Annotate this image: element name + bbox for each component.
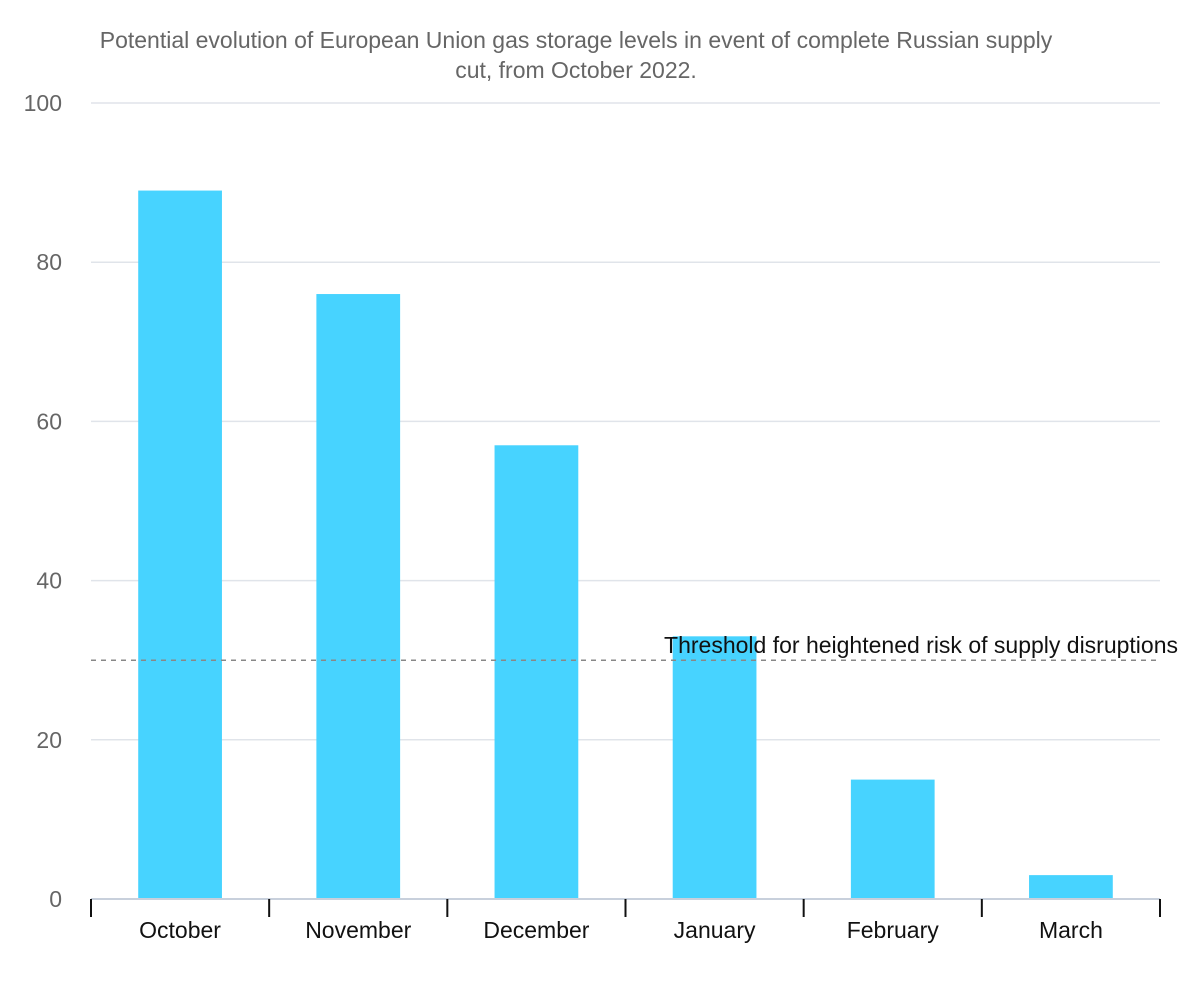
x-axis-ticks: October November December January February Ma… <box>139 917 1103 943</box>
bars <box>138 190 1113 899</box>
x-tick-label-december: December <box>483 917 589 943</box>
bar-october <box>138 190 222 899</box>
x-tick-label-march: March <box>1039 917 1103 943</box>
chart-title-line-1: Potential evolution of European Union ga… <box>100 27 1053 53</box>
bar-december <box>494 445 579 899</box>
gridlines <box>91 102 1160 741</box>
threshold-label: Threshold for heightened risk of supply … <box>664 632 1178 658</box>
y-tick-label: 60 <box>36 408 62 434</box>
y-tick-label: 100 <box>24 90 62 116</box>
x-tick-label-january: January <box>674 917 756 943</box>
y-tick-label: 20 <box>36 727 62 753</box>
x-tick-label-november: November <box>305 917 411 943</box>
chart-title-line-2: cut, from October 2022. <box>455 57 697 83</box>
x-axis <box>90 898 1161 917</box>
bar-january <box>672 636 757 899</box>
x-tick-label-october: October <box>139 917 221 943</box>
y-axis-ticks: 0 20 40 60 80 100 <box>24 90 62 912</box>
y-tick-label: 80 <box>36 249 62 275</box>
y-tick-label: 0 <box>49 886 62 912</box>
y-tick-label: 40 <box>36 568 62 594</box>
bar-november <box>316 294 401 899</box>
x-tick-label-february: February <box>847 917 940 943</box>
bar-february <box>850 779 935 899</box>
bar-march <box>1029 875 1113 899</box>
